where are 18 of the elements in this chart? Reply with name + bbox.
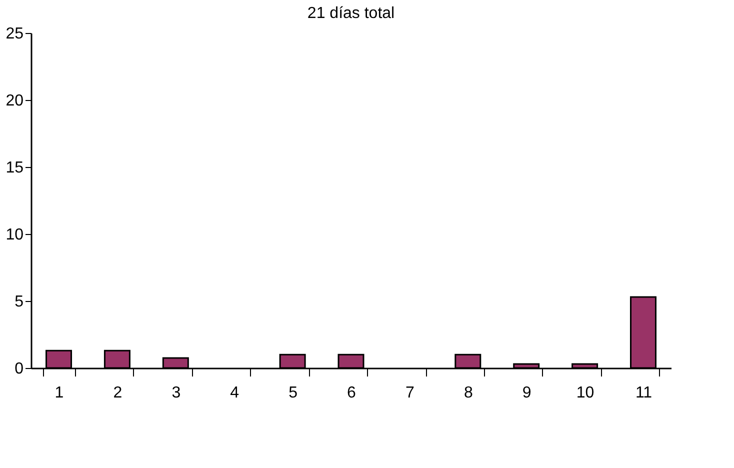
x-tick-label: 5 [288,384,298,402]
y-tick-label: 0 [14,360,24,378]
x-tick-label: 1 [54,384,64,402]
x-tick-label: 9 [522,384,532,402]
x-tick-label: 10 [576,384,594,402]
chart-title: 21 días total [307,5,395,22]
x-tick-label: 4 [230,384,240,402]
y-tick-label: 25 [6,26,24,42]
x-tick-label: 3 [172,384,181,402]
x-tick-label: 2 [113,384,122,402]
y-tick-label: 10 [6,226,24,244]
x-tick-label: 11 [635,384,652,402]
x-tick-label: 6 [347,384,356,402]
y-tick-label: 15 [6,160,24,176]
x-tick-label: 8 [464,384,473,402]
y-tick-label: 20 [6,92,24,110]
y-tick-label: 5 [14,294,24,310]
x-tick-label: 7 [405,384,414,402]
